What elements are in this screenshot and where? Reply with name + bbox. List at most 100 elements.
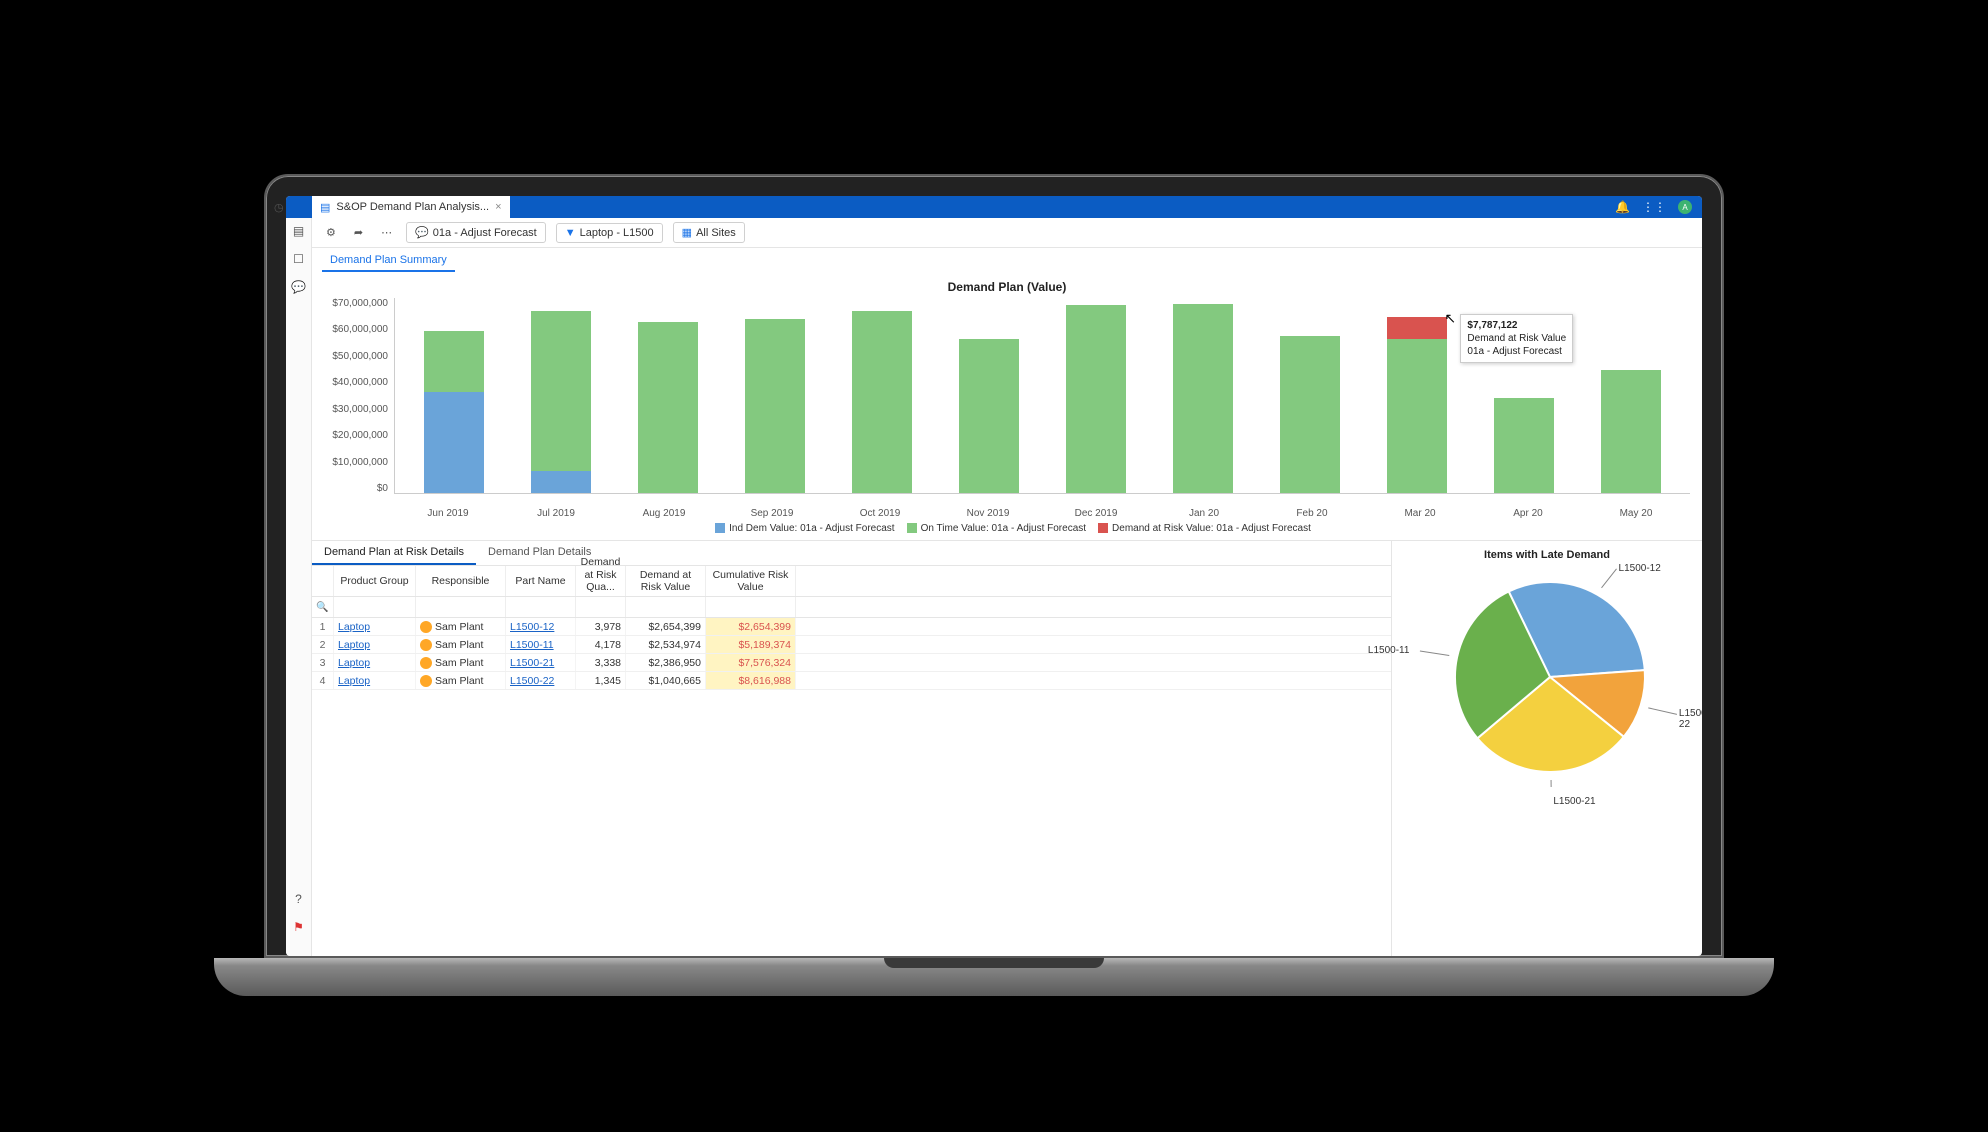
y-axis: $70,000,000$60,000,000$50,000,000$40,000… [324,298,394,508]
product-group-link[interactable]: Laptop [338,621,370,633]
bell-icon[interactable]: 🔔 [1615,200,1630,214]
qty-cell: 1,345 [576,672,626,689]
lower-tabs: Demand Plan at Risk Details Demand Plan … [312,541,1391,566]
filter-qty[interactable] [576,598,625,616]
part-name-link[interactable]: L1500-11 [510,639,554,651]
subtab-summary[interactable]: Demand Plan Summary [322,250,455,272]
legend-label: Demand at Risk Value: 01a - Adjust Forec… [1112,523,1311,534]
clipboard-icon[interactable]: ☐ [293,252,304,266]
x-tick: Nov 2019 [934,508,1042,519]
responsible-name: Sam Plant [435,639,483,651]
bar [531,311,591,493]
bar-slot[interactable] [1470,398,1577,493]
people-icon[interactable]: ⋮⋮ [1642,200,1666,214]
funnel-icon: ▼ [565,227,576,239]
table-row[interactable]: 4LaptopSam PlantL1500-221,345$1,040,665$… [312,672,1391,690]
more-icon[interactable]: ⋯ [377,222,396,243]
responsible-name: Sam Plant [435,675,483,687]
forecast-filter-label: 01a - Adjust Forecast [433,227,537,239]
hdr-product-group[interactable]: Product Group [338,575,411,588]
bar-slot[interactable] [401,331,508,493]
table-row[interactable]: 1LaptopSam PlantL1500-123,978$2,654,399$… [312,618,1391,636]
product-group-link[interactable]: Laptop [338,675,370,687]
bar-slot[interactable] [615,322,722,493]
legend-label: On Time Value: 01a - Adjust Forecast [921,523,1086,534]
bar-slot[interactable] [1149,304,1256,493]
hdr-responsible[interactable]: Responsible [420,575,501,588]
product-filter-label: Laptop - L1500 [580,227,654,239]
settings-icon[interactable]: ⚙ [322,222,340,243]
chat-icon[interactable]: 💬 [291,280,306,294]
bar-segment-ontime [1494,398,1554,493]
chart-plot: $7,787,122 Demand at Risk Value 01a - Ad… [394,298,1690,494]
bar [638,322,698,493]
filter-value[interactable] [626,598,705,616]
flag-icon[interactable]: ⚑ [293,920,304,934]
bar-segment-ontime [531,311,591,471]
bar-slot[interactable] [1256,336,1363,493]
building-icon: ▦ [682,226,692,239]
bar-segment-ontime [1601,370,1661,493]
qty-cell: 4,178 [576,636,626,653]
bar-slot[interactable] [1577,370,1684,493]
part-name-link[interactable]: L1500-21 [510,657,554,669]
help-icon[interactable]: ? [295,892,302,906]
tab-risk-details[interactable]: Demand Plan at Risk Details [312,541,476,565]
bar-slot[interactable] [1043,305,1150,493]
x-tick: Jul 2019 [502,508,610,519]
responsible-name: Sam Plant [435,621,483,633]
x-tick: May 20 [1582,508,1690,519]
value-cell: $2,386,950 [626,654,706,671]
forecast-filter[interactable]: 💬 01a - Adjust Forecast [406,222,546,243]
x-tick: Aug 2019 [610,508,718,519]
table-row[interactable]: 3LaptopSam PlantL1500-213,338$2,386,950$… [312,654,1391,672]
doc-icon[interactable]: ▤ [293,224,304,238]
bar-segment-ontime [424,331,484,393]
user-avatar[interactable]: A [1678,200,1692,214]
sites-filter[interactable]: ▦ All Sites [673,222,745,243]
product-filter[interactable]: ▼ Laptop - L1500 [556,223,663,243]
responsible-name: Sam Plant [435,657,483,669]
hdr-cum[interactable]: Cumulative Risk Value [710,569,791,594]
bar-segment-ontime [745,319,805,493]
bar-segment-ontime [852,311,912,493]
bar-slot[interactable] [829,311,936,493]
avatar-icon [420,621,432,633]
hdr-qty[interactable]: Demand at Risk Qua... [580,556,621,594]
app-screen: ◷ ▤ S&OP Demand Plan Analysis... × 🔔 ⋮⋮ … [286,196,1702,956]
cum-cell: $8,616,988 [706,672,796,689]
bar-slot[interactable] [1363,317,1470,493]
hdr-value[interactable]: Demand at Risk Value [630,569,701,594]
table-row[interactable]: 2LaptopSam PlantL1500-114,178$2,534,974$… [312,636,1391,654]
pie-chart: L1500-12L1500-22L1500-21L1500-11 [1400,567,1694,807]
sites-filter-label: All Sites [696,227,736,239]
bar-slot[interactable] [508,311,615,493]
qty-cell: 3,978 [576,618,626,635]
filter-part-name[interactable] [506,598,575,616]
bar-segment-ontime [1066,305,1126,493]
legend-swatch [715,523,725,533]
filter-cum[interactable] [706,598,795,616]
legend-swatch [1098,523,1108,533]
document-tab[interactable]: ▤ S&OP Demand Plan Analysis... × [312,196,510,218]
bar-chart-card: Demand Plan (Value) $70,000,000$60,000,0… [312,272,1702,541]
part-name-link[interactable]: L1500-12 [510,621,554,633]
y-tick: $20,000,000 [332,430,388,441]
legend-swatch [907,523,917,533]
avatar-icon [420,675,432,687]
filter-responsible[interactable] [416,598,505,616]
bar-slot[interactable] [936,339,1043,493]
product-group-link[interactable]: Laptop [338,639,370,651]
subtabs: Demand Plan Summary [312,248,1702,272]
hdr-part-name[interactable]: Part Name [510,575,571,588]
value-cell: $1,040,665 [626,672,706,689]
search-icon[interactable]: 🔍 [312,597,334,617]
product-group-link[interactable]: Laptop [338,657,370,669]
grid-filter-row: 🔍 [312,597,1391,618]
filter-product-group[interactable] [334,598,415,616]
bar-slot[interactable] [722,319,829,493]
part-name-link[interactable]: L1500-22 [510,675,554,687]
close-icon[interactable]: × [495,201,501,213]
share-icon[interactable]: ➦ [350,222,367,243]
y-tick: $30,000,000 [332,404,388,415]
